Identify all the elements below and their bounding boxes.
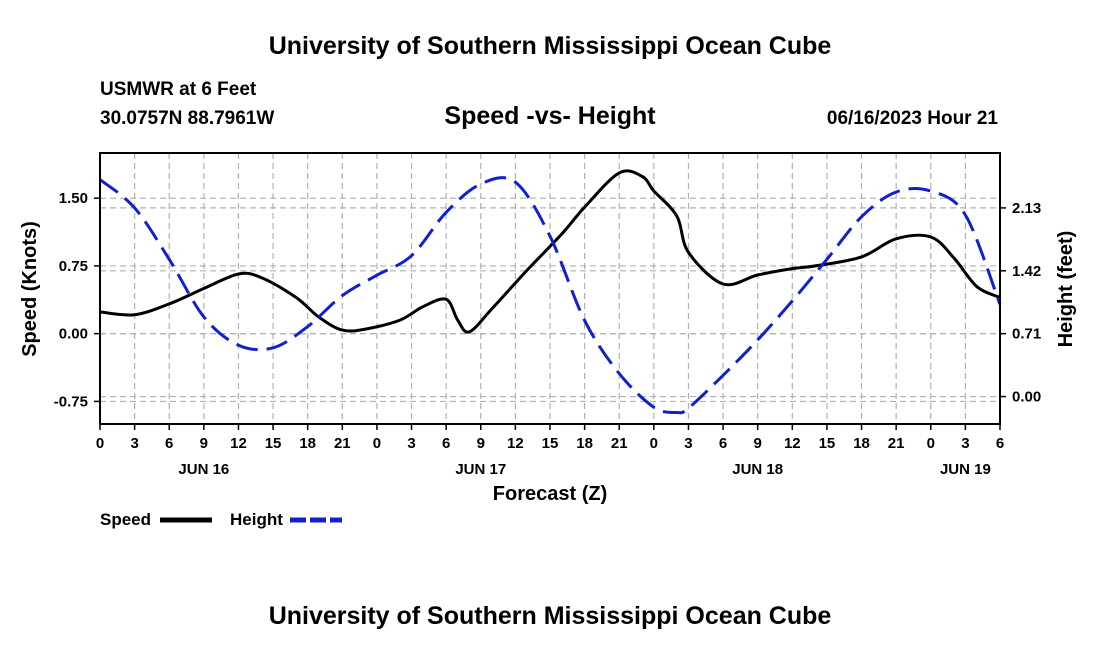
x-tick-label: 6 [996, 435, 1004, 452]
x-tick-label: 3 [961, 435, 969, 452]
series-lines [99, 169, 1002, 415]
x-tick-label: 18 [299, 435, 316, 452]
x-tick-label: 3 [407, 435, 415, 452]
x-tick-label: 9 [754, 435, 762, 452]
legend: Speed Height [100, 510, 342, 529]
date-label: JUN 16 [178, 461, 229, 478]
x-tick-label: 15 [819, 435, 836, 452]
y-left-tick-label: 0.00 [59, 326, 88, 343]
x-tick-label: 3 [130, 435, 138, 452]
x-tick-label: 21 [334, 435, 351, 452]
x-tick-label: 0 [373, 435, 381, 452]
y-left-tick-label: -0.75 [54, 393, 88, 410]
y-right-tick-label: 2.13 [1012, 200, 1041, 217]
series-line-height [99, 176, 1002, 415]
x-tick-label: 18 [576, 435, 593, 452]
x-tick-label: 15 [542, 435, 559, 452]
date-label: JUN 17 [455, 461, 506, 478]
x-tick-label: 0 [650, 435, 658, 452]
y-left-tick-label: 1.50 [59, 190, 88, 207]
date-label: JUN 19 [940, 461, 991, 478]
x-tick-label: 9 [477, 435, 485, 452]
x-tick-label: 0 [927, 435, 935, 452]
x-tick-label: 21 [611, 435, 628, 452]
x-tick-label: 6 [442, 435, 450, 452]
x-tick-label: 0 [96, 435, 104, 452]
x-tick-label: 15 [265, 435, 282, 452]
x-tick-label: 21 [888, 435, 905, 452]
x-tick-label: 18 [853, 435, 870, 452]
axes: 0 3 6 9 12 15 18 21 0 3 6 9 12 15 18 21 0 3 6 9 12 15 18 21 0 3 6 -… [54, 190, 1041, 478]
y-axis-title-left: Speed (Knots) [19, 221, 41, 357]
grid [100, 153, 1000, 424]
x-tick-label: 6 [719, 435, 727, 452]
x-tick-label: 12 [230, 435, 247, 452]
x-tick-label: 12 [507, 435, 524, 452]
x-tick-label: 6 [165, 435, 173, 452]
y-right-tick-label: 0.71 [1012, 326, 1041, 343]
legend-speed-label: Speed [100, 510, 151, 529]
footer-title: University of Southern Mississippi Ocean… [269, 602, 832, 630]
legend-height-label: Height [230, 510, 283, 529]
y-axis-title-right: Height (feet) [1055, 231, 1077, 348]
series-line-speed [99, 169, 1001, 334]
station-coords: 30.0757N 88.7961W [100, 108, 274, 129]
x-tick-label: 9 [200, 435, 208, 452]
y-right-tick-label: 0.00 [1012, 389, 1041, 406]
page-title: University of Southern Mississippi Ocean… [269, 32, 832, 60]
y-left-tick-label: 0.75 [59, 258, 88, 275]
station-label: USMWR at 6 Feet [100, 79, 257, 100]
forecast-datetime: 06/16/2023 Hour 21 [827, 108, 999, 129]
x-tick-label: 3 [684, 435, 692, 452]
date-label: JUN 18 [732, 461, 783, 478]
y-right-tick-label: 1.42 [1012, 263, 1041, 280]
x-axis-title: Forecast (Z) [493, 483, 607, 505]
x-tick-label: 12 [784, 435, 801, 452]
plot-title: Speed -vs- Height [444, 102, 656, 130]
